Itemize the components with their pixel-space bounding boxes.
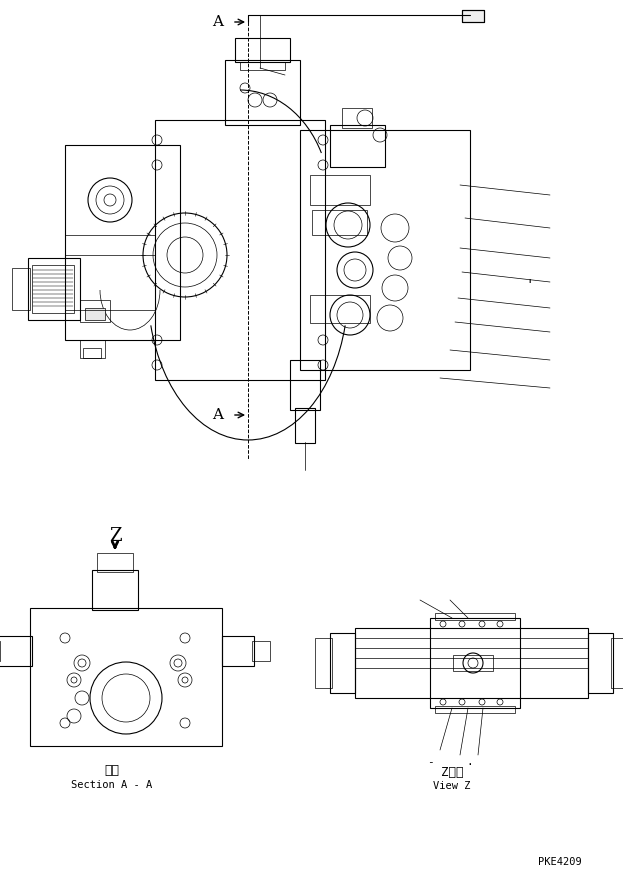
Text: 断面: 断面 bbox=[105, 764, 120, 776]
Bar bbox=[330, 633, 355, 693]
Bar bbox=[225, 60, 300, 125]
Bar bbox=[235, 38, 290, 62]
Bar bbox=[300, 130, 470, 370]
Bar bbox=[315, 638, 332, 688]
Bar bbox=[32, 265, 74, 313]
Text: Z　視: Z 視 bbox=[440, 766, 464, 779]
Bar bbox=[12, 268, 30, 310]
Bar bbox=[611, 638, 623, 688]
Text: Section A - A: Section A - A bbox=[72, 780, 153, 790]
Bar bbox=[355, 628, 588, 698]
Bar bbox=[80, 340, 105, 358]
Bar bbox=[453, 655, 493, 671]
Bar bbox=[290, 360, 320, 410]
Bar bbox=[310, 175, 370, 205]
Bar bbox=[430, 618, 520, 708]
Bar bbox=[462, 10, 484, 22]
Bar bbox=[252, 641, 270, 661]
Bar bbox=[295, 408, 315, 443]
Bar bbox=[92, 570, 138, 610]
Bar bbox=[330, 125, 385, 167]
Bar bbox=[97, 553, 133, 572]
Bar bbox=[80, 300, 110, 322]
Bar bbox=[0, 636, 32, 666]
Bar bbox=[83, 348, 101, 358]
Text: A: A bbox=[212, 408, 224, 422]
Text: Z: Z bbox=[108, 527, 121, 545]
Bar bbox=[30, 608, 222, 746]
Text: .: . bbox=[467, 757, 473, 767]
Bar bbox=[588, 633, 613, 693]
Bar bbox=[342, 108, 372, 128]
Bar bbox=[240, 62, 285, 70]
Text: ': ' bbox=[526, 278, 534, 292]
Bar bbox=[155, 120, 325, 380]
Bar bbox=[310, 295, 370, 323]
Text: -: - bbox=[427, 757, 434, 767]
Bar bbox=[222, 636, 254, 666]
Text: View Z: View Z bbox=[433, 781, 471, 791]
Bar bbox=[28, 258, 80, 320]
Bar bbox=[85, 308, 105, 320]
Bar bbox=[65, 145, 180, 340]
Bar bbox=[462, 10, 484, 22]
Bar bbox=[435, 613, 515, 620]
Bar bbox=[312, 210, 367, 235]
Bar bbox=[435, 706, 515, 713]
Text: PKE4209: PKE4209 bbox=[538, 857, 582, 867]
Text: A: A bbox=[212, 15, 224, 29]
